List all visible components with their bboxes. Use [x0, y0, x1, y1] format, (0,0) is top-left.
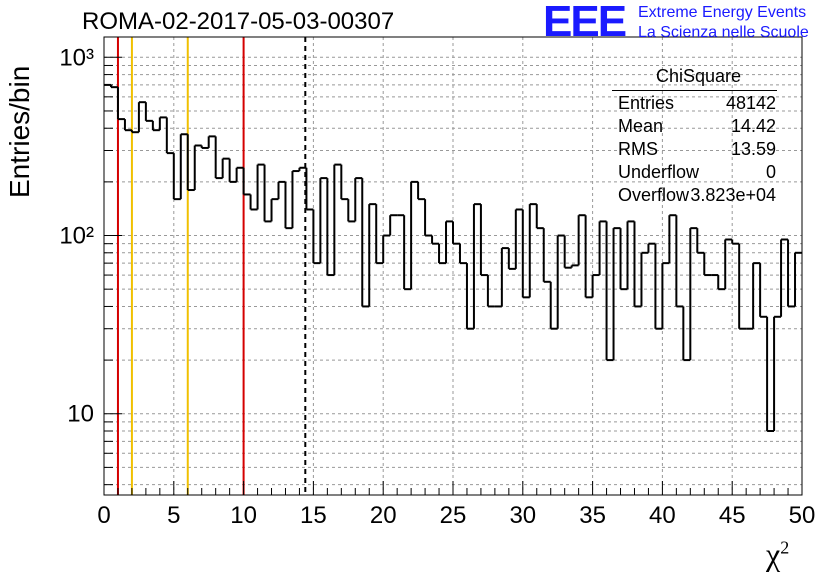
stats-key: RMS [618, 139, 658, 159]
stats-key: Mean [618, 116, 664, 136]
logo-line-1: Extreme Energy Events [638, 4, 807, 21]
logo-line-2: La Scienza nelle Scuole [638, 24, 809, 41]
x-tick-label: 10 [230, 502, 257, 529]
x-tick-label: 20 [370, 502, 397, 529]
stats-value: 0 [765, 162, 776, 182]
stats-key: Overflow [618, 185, 690, 205]
stats-box: ChiSquare Entries 48142 Mean 14.42 RMS 1… [612, 66, 777, 205]
x-tick-label: 50 [789, 502, 816, 529]
axes: 0 5 10 15 20 25 30 35 40 45 50 10 10² 10³ [59, 36, 816, 529]
x-tick-label: 30 [509, 502, 536, 529]
x-tick-label: 5 [167, 502, 180, 529]
x-tick-label: 35 [579, 502, 606, 529]
x-tick-label: 0 [97, 502, 110, 529]
grid-lines [104, 37, 802, 495]
x-tick-label: 45 [719, 502, 746, 529]
y-tick-label: 10³ [59, 44, 94, 71]
y-tick-label: 10² [59, 223, 94, 250]
y-tick-label: 10 [67, 401, 94, 428]
stats-key: Entries [618, 93, 675, 113]
chart-title: ROMA-02-2017-05-03-00307 [82, 8, 395, 35]
x-axis-label: χ2 [766, 536, 790, 572]
stats-value: 48142 [725, 93, 776, 113]
x-tick-label: 15 [300, 502, 327, 529]
stats-divider [612, 90, 777, 91]
stats-value: 3.823e+04 [690, 185, 776, 205]
x-tick-label: 25 [440, 502, 467, 529]
eee-logo: EEE [543, 0, 627, 46]
reference-lines [116, 37, 307, 495]
x-tick-label: 40 [649, 502, 676, 529]
histogram-series [104, 83, 802, 433]
stats-key: Underflow [618, 162, 700, 182]
stats-title: ChiSquare [655, 66, 742, 86]
stats-value: 13.59 [730, 139, 776, 159]
stats-value: 14.42 [730, 116, 776, 136]
